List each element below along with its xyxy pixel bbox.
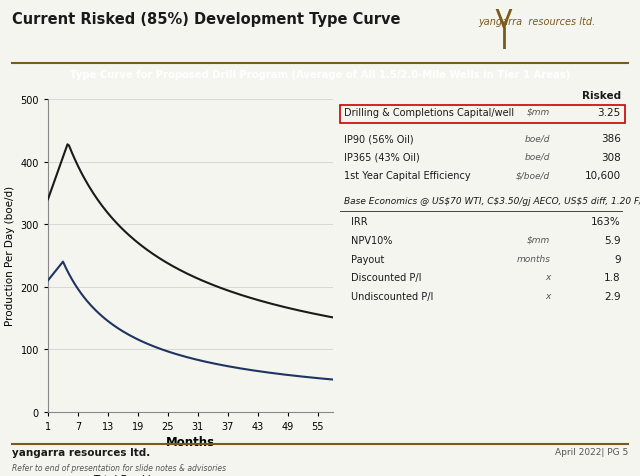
Text: yangarra  resources ltd.: yangarra resources ltd. [478,17,595,27]
Text: IRR: IRR [351,217,367,227]
Text: Current Risked (85%) Development Type Curve: Current Risked (85%) Development Type Cu… [12,12,400,27]
Text: April 2022| PG 5: April 2022| PG 5 [556,447,628,456]
Text: yangarra resources ltd.: yangarra resources ltd. [12,447,150,457]
Text: 10,600: 10,600 [585,171,621,181]
Text: $mm: $mm [527,236,550,244]
Text: NPV10%: NPV10% [351,236,392,246]
Text: IP90 (56% Oil): IP90 (56% Oil) [344,134,414,144]
Legend: Total Boe/d, Oil (bbls/d): Total Boe/d, Oil (bbls/d) [55,470,257,476]
Text: x: x [545,273,550,281]
X-axis label: Months: Months [166,435,215,448]
Text: boe/d: boe/d [525,134,550,143]
Text: months: months [516,254,550,263]
Text: 308: 308 [601,152,621,162]
Text: 9: 9 [614,254,621,264]
Y-axis label: Production Per Day (boe/d): Production Per Day (boe/d) [5,186,15,326]
Text: Risked: Risked [582,90,621,100]
Text: boe/d: boe/d [525,152,550,161]
Text: $mm: $mm [527,108,550,117]
Text: x: x [545,291,550,300]
Text: Undiscounted P/I: Undiscounted P/I [351,291,433,301]
Text: Base Economics @ US$70 WTI, C$3.50/gj AECO, US$5 diff, 1.20 F/X: Base Economics @ US$70 WTI, C$3.50/gj AE… [344,197,640,206]
Text: $/boe/d: $/boe/d [516,171,550,180]
Text: Refer to end of presentation for slide notes & advisories: Refer to end of presentation for slide n… [12,463,226,472]
Text: 5.9: 5.9 [604,236,621,246]
Text: 3.25: 3.25 [598,108,621,118]
Text: Payout: Payout [351,254,384,264]
Text: 386: 386 [601,134,621,144]
Text: 1st Year Capital Efficiency: 1st Year Capital Efficiency [344,171,471,181]
Text: 2.9: 2.9 [604,291,621,301]
Text: Type Curve for Proposed Drill Program (Average of All 1.5/2.0-Mile Wells in Tier: Type Curve for Proposed Drill Program (A… [70,70,570,80]
Text: 163%: 163% [591,217,621,227]
Text: 1.8: 1.8 [604,273,621,283]
Text: Drilling & Completions Capital/well: Drilling & Completions Capital/well [344,108,515,118]
Text: Discounted P/I: Discounted P/I [351,273,421,283]
Text: IP365 (43% Oil): IP365 (43% Oil) [344,152,420,162]
